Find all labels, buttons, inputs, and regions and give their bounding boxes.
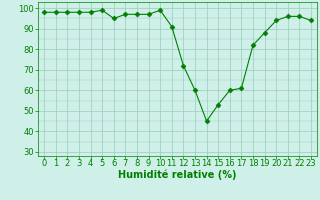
- X-axis label: Humidité relative (%): Humidité relative (%): [118, 169, 237, 180]
